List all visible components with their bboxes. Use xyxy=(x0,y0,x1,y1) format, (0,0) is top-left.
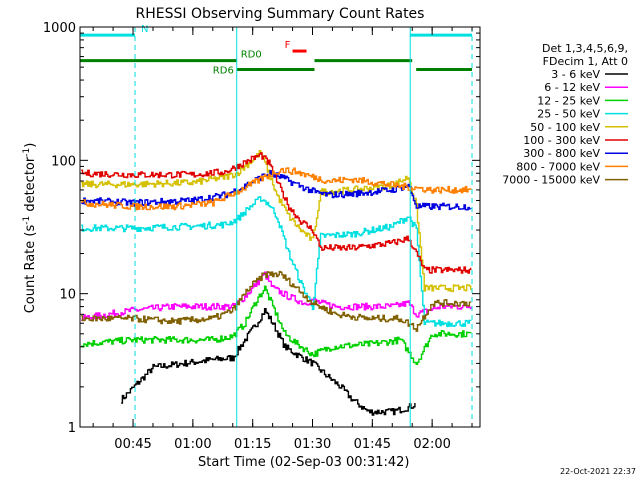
legend-label-50-100-kev: 50 - 100 keV xyxy=(530,121,600,134)
series-layer xyxy=(81,149,472,416)
legend-header-2: FDecim 1, Att 0 xyxy=(543,55,628,68)
legend-label-6-12-kev: 6 - 12 keV xyxy=(544,81,600,94)
legend-label-12-25-kev: 12 - 25 keV xyxy=(537,94,600,107)
x-tick-label-02-00: 02:00 xyxy=(413,437,450,452)
x-axis-label: Start Time (02-Sep-03 00:31:42) xyxy=(198,455,409,470)
y-axis-label-part1: Count Rate (s xyxy=(23,225,38,314)
y-axis-label-part2: detector xyxy=(23,156,38,216)
legend-header-1: Det 1,3,4,5,6,9, xyxy=(542,42,628,55)
legend-label-25-50-kev: 25 - 50 keV xyxy=(537,108,600,121)
x-tick-label-01-15: 01:15 xyxy=(234,437,271,452)
legend-label-800-7000-kev: 800 - 7000 keV xyxy=(516,160,600,173)
flag-label-f: F xyxy=(285,40,291,51)
x-tick-label-01-45: 01:45 xyxy=(354,437,391,452)
legend-label-100-300-kev: 100 - 300 keV xyxy=(523,134,600,147)
legend-label-300-800-kev: 300 - 800 keV xyxy=(523,147,600,160)
y-tick-label-10: 10 xyxy=(59,288,76,303)
y-axis-label-sup2: -1 xyxy=(22,148,32,157)
series-25-50-kev xyxy=(81,196,472,328)
series-12-25-kev xyxy=(81,285,472,365)
y-axis-label-sup1: -1 xyxy=(22,216,32,225)
x-tick-label-01-00: 01:00 xyxy=(174,437,211,452)
series-7000-15000-kev xyxy=(81,270,472,332)
y-tick-label-1000: 1000 xyxy=(43,21,76,36)
flag-label-rd6: RD6 xyxy=(213,66,234,77)
plot-frame xyxy=(79,26,481,428)
y-axis-label-part3: ) xyxy=(23,143,38,148)
y-tick-label-1: 1 xyxy=(68,421,76,436)
axes: 00:45 01:00 01:15 01:30 01:45 02:00 1 10 100 1000 xyxy=(43,21,480,452)
legend-label-7000-15000-kev: 7000 - 15000 keV xyxy=(502,174,600,187)
y-tick-label-100: 100 xyxy=(51,154,76,169)
flag-bars: N F RD0 RD6 xyxy=(80,24,473,77)
flag-label-n: N xyxy=(141,24,148,35)
series-100-300-kev xyxy=(81,152,472,274)
timestamp: 22-Oct-2021 22:37 xyxy=(560,467,636,476)
x-tick-label-01-30: 01:30 xyxy=(294,437,331,452)
x-tick-label-00-45: 00:45 xyxy=(114,437,151,452)
y-axis-label: Count Rate (s-1 detector-1) xyxy=(22,143,38,314)
chart-title: RHESSI Observing Summary Count Rates xyxy=(136,6,425,22)
series-800-7000-kev xyxy=(81,167,472,211)
vertical-markers xyxy=(134,27,473,427)
series-50-100-kev xyxy=(81,149,472,293)
flag-label-rd0: RD0 xyxy=(241,50,262,61)
series-6-12-kev xyxy=(81,271,472,321)
legend: Det 1,3,4,5,6,9, FDecim 1, Att 0 3 - 6 k… xyxy=(502,42,628,187)
legend-label-3-6-kev: 3 - 6 keV xyxy=(551,68,600,81)
series-3-6-kev xyxy=(121,308,416,416)
